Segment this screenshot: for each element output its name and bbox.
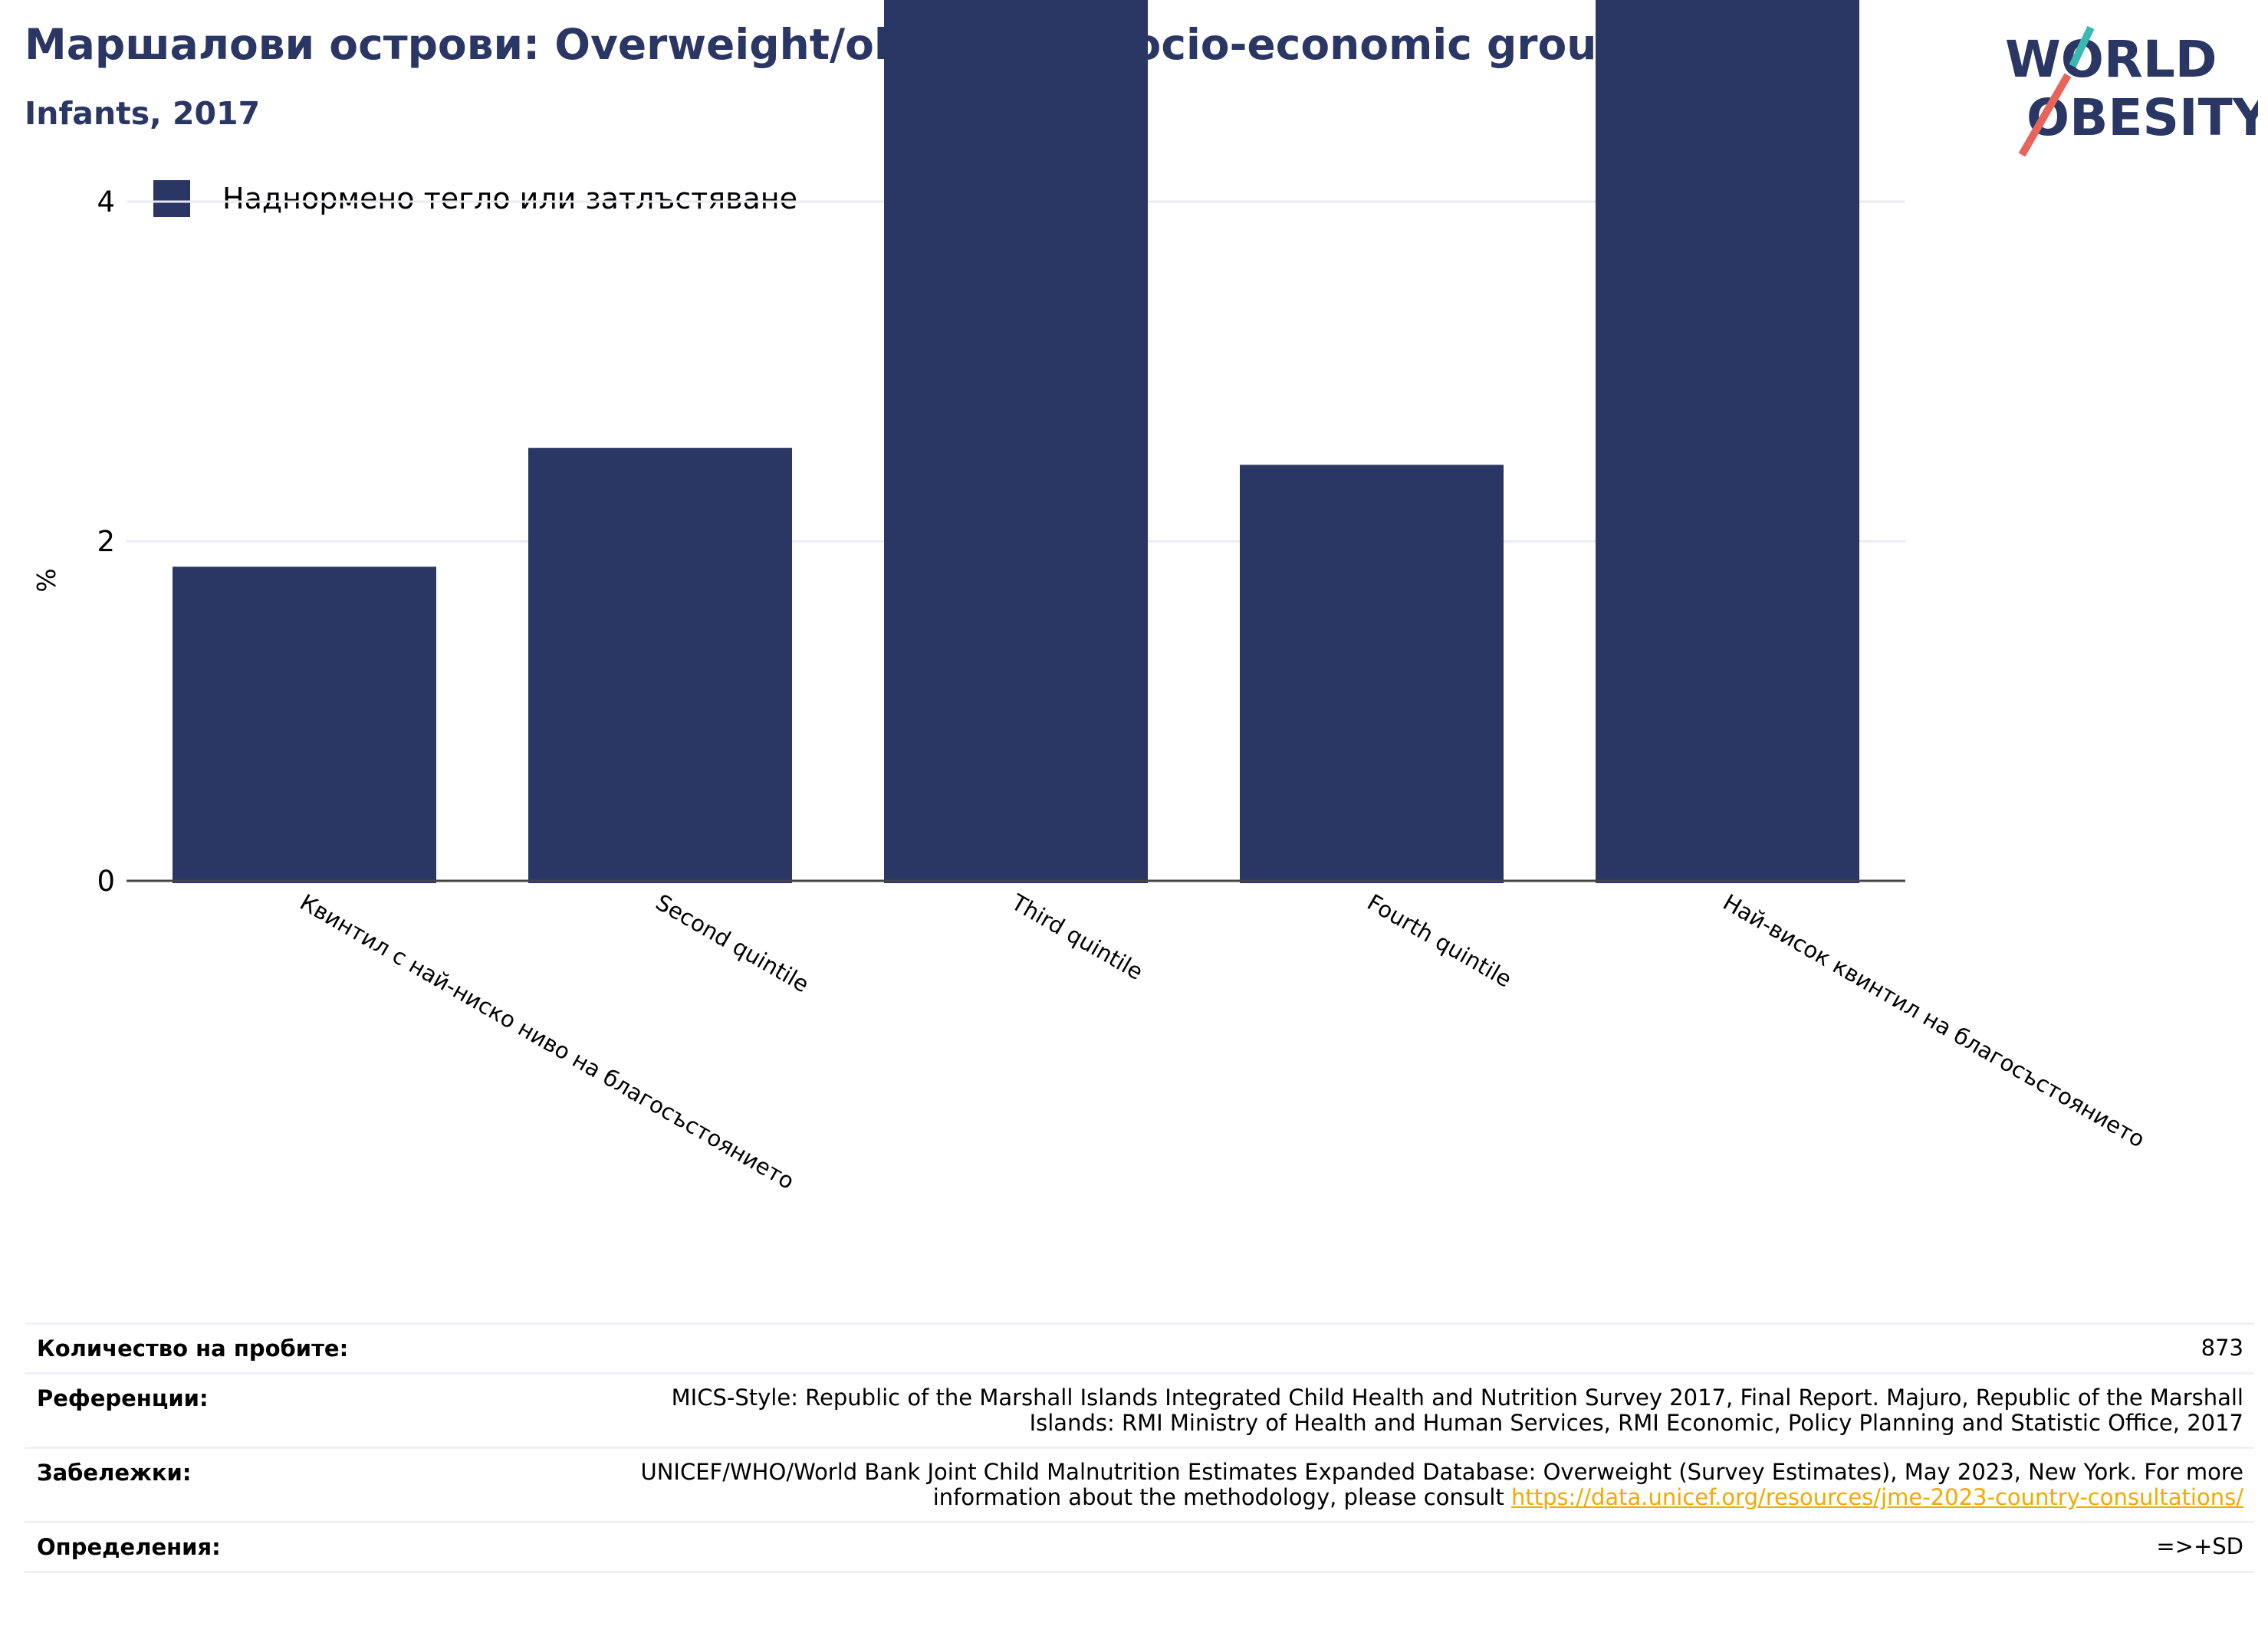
svg-text:WORLD: WORLD [2005,30,2217,89]
bar [884,0,1148,883]
definitions-row: Определения: =>+SD [25,1521,2254,1573]
chart-subtitle: Infants, 2017 [25,95,261,132]
definitions-value: =>+SD [2156,1533,2243,1559]
legend-swatch [153,180,190,217]
y-tick-label: 4 [97,186,115,218]
bar-chart: 0246%Квинтил с най-ниско ниво на благосъ… [31,0,2150,1194]
y-axis-label: % [31,568,61,592]
info-table: Количество на пробите: 873 Референции: M… [25,1322,2254,1573]
bar [173,567,436,883]
definitions-label: Определения: [37,1534,221,1560]
bar [1240,465,1504,883]
chart-title: Маршалови острови: Overweight/obesity by… [25,20,1627,69]
x-tick-label: Най-висок квинтил на благосъстоянието [1719,889,2150,1153]
bar [528,448,792,883]
world-obesity-logo: WORLD OBESITY [2005,25,2258,157]
x-tick-label: Second quintile [652,889,814,998]
notes-label: Забележки: [37,1460,192,1486]
x-tick-label: Third quintile [1007,889,1148,985]
sample-size-row: Количество на пробите: 873 [25,1322,2254,1372]
legend-label: Наднормено тегло или затлъстяване [222,182,797,215]
y-tick-label: 0 [97,865,115,898]
bar [1596,0,1859,883]
sample-size-label: Количество на пробите: [37,1335,349,1362]
legend: Наднормено тегло или затлъстяване [153,179,797,218]
notes-text: UNICEF/WHO/World Bank Joint Child Malnut… [640,1459,2243,1510]
references-row: Референции: MICS-Style: Republic of the … [25,1372,2254,1447]
sample-size-value: 873 [2201,1335,2243,1361]
svg-text:OBESITY: OBESITY [2026,88,2258,147]
references-label: Референции: [37,1385,209,1411]
notes-value: UNICEF/WHO/World Bank Joint Child Malnut… [595,1460,2243,1510]
y-tick-label: 2 [97,525,115,558]
references-value: MICS-Style: Republic of the Marshall Isl… [671,1385,2243,1436]
x-tick-label: Fourth quintile [1363,889,1517,993]
methodology-link[interactable]: https://data.unicef.org/resources/jme-20… [1511,1484,2243,1510]
notes-row: Забележки: UNICEF/WHO/World Bank Joint C… [25,1447,2254,1521]
